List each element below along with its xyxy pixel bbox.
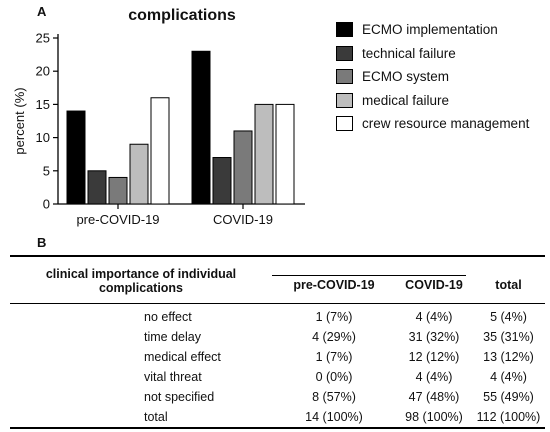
table-row: time delay 4 (29%) 31 (32%) 35 (31%) (10, 328, 545, 348)
cell-pre-covid: 14 (100%) (305, 410, 363, 424)
header-covid: COVID-19 (405, 278, 463, 292)
bar (233, 130, 253, 205)
bar (191, 50, 211, 205)
chart-legend: ECMO implementation technical failure ECMO… (336, 18, 529, 136)
legend-swatch (336, 92, 353, 108)
group-header-rule (272, 275, 466, 276)
bar (87, 170, 107, 205)
cell-pre-covid: 1 (7%) (315, 310, 353, 324)
table-row: total 14 (100%) 98 (100%) 112 (100%) (10, 408, 545, 428)
legend-item: technical failure (336, 42, 529, 66)
table-row: no effect 1 (7%) 4 (4%) 5 (4%) (10, 308, 545, 328)
cell-total: 55 (49%) (483, 390, 534, 404)
row-label: not specified (144, 390, 215, 404)
header-pre-covid: pre-COVID-19 (293, 278, 375, 292)
legend-swatch (336, 116, 353, 132)
cell-pre-covid: 1 (7%) (315, 350, 353, 364)
row-label: medical effect (144, 350, 221, 364)
panel-b-label: B (37, 235, 47, 250)
bar-chart: complications 0 5 10 15 20 25 percent (%) pre-CO… (12, 7, 305, 227)
cell-covid: 4 (4%) (415, 310, 453, 324)
legend-swatch (336, 22, 353, 38)
legend-item: medical failure (336, 89, 529, 113)
cell-total: 5 (4%) (490, 310, 527, 324)
table-bottom-rule (10, 427, 545, 429)
bar (108, 176, 128, 205)
y-tick-label: 10 (36, 130, 50, 145)
legend-swatch (336, 69, 353, 85)
legend-label: crew resource management (362, 116, 530, 132)
bar (66, 110, 86, 205)
table-row: vital threat 0 (0%) 4 (4%) 4 (4%) (10, 368, 545, 388)
header-bottom-rule (10, 303, 545, 304)
header-clinical-importance: clinical importance of individual compli… (10, 267, 272, 295)
cell-pre-covid: 0 (0%) (315, 370, 353, 384)
cell-covid: 47 (48%) (408, 390, 460, 404)
row-label: time delay (144, 330, 201, 344)
header-clinical-importance-line2: complications (98, 281, 184, 295)
header-total: total (495, 278, 522, 292)
cell-covid: 12 (12%) (408, 350, 460, 364)
legend-item: ECMO system (336, 65, 529, 89)
table-row: medical effect 1 (7%) 12 (12%) 13 (12%) (10, 348, 545, 368)
legend-item: ECMO implementation (336, 18, 529, 42)
cell-total: 112 (100%) (476, 410, 541, 424)
bar (254, 103, 274, 205)
legend-label: medical failure (362, 92, 450, 108)
cell-total: 35 (31%) (483, 330, 534, 344)
y-tick-label: 20 (36, 64, 50, 79)
x-tick-label: COVID-19 (213, 212, 273, 227)
cell-pre-covid: 8 (57%) (312, 390, 356, 404)
cell-covid: 4 (4%) (415, 370, 453, 384)
legend-label: ECMO system (362, 69, 450, 85)
row-label: no effect (144, 310, 192, 324)
chart-title: complications (128, 7, 236, 24)
legend-label: technical failure (362, 45, 456, 61)
y-tick-label: 25 (36, 31, 50, 46)
bar (150, 97, 170, 205)
y-tick-label: 0 (43, 197, 50, 212)
legend-swatch (336, 45, 353, 61)
row-label: vital threat (144, 370, 202, 384)
y-axis-label: percent (%) (12, 87, 27, 154)
table-top-rule (10, 255, 545, 257)
row-label: total (144, 410, 168, 424)
x-tick-label: pre-COVID-19 (76, 212, 159, 227)
legend-label: ECMO implementation (362, 22, 498, 38)
cell-covid: 31 (32%) (408, 330, 460, 344)
table-row: not specified 8 (57%) 47 (48%) 55 (49%) (10, 388, 545, 408)
bar (212, 157, 232, 205)
y-tick-label: 5 (43, 163, 50, 178)
cell-pre-covid: 4 (29%) (312, 330, 356, 344)
bar (129, 143, 149, 205)
panel-a-label: A (37, 4, 47, 19)
cell-total: 4 (4%) (490, 370, 527, 384)
bar (275, 103, 295, 205)
legend-item: crew resource management (336, 112, 529, 136)
header-clinical-importance-line1: clinical importance of individual (45, 267, 237, 281)
cell-total: 13 (12%) (483, 350, 534, 364)
cell-covid: 98 (100%) (405, 410, 463, 424)
y-tick-label: 15 (36, 97, 50, 112)
